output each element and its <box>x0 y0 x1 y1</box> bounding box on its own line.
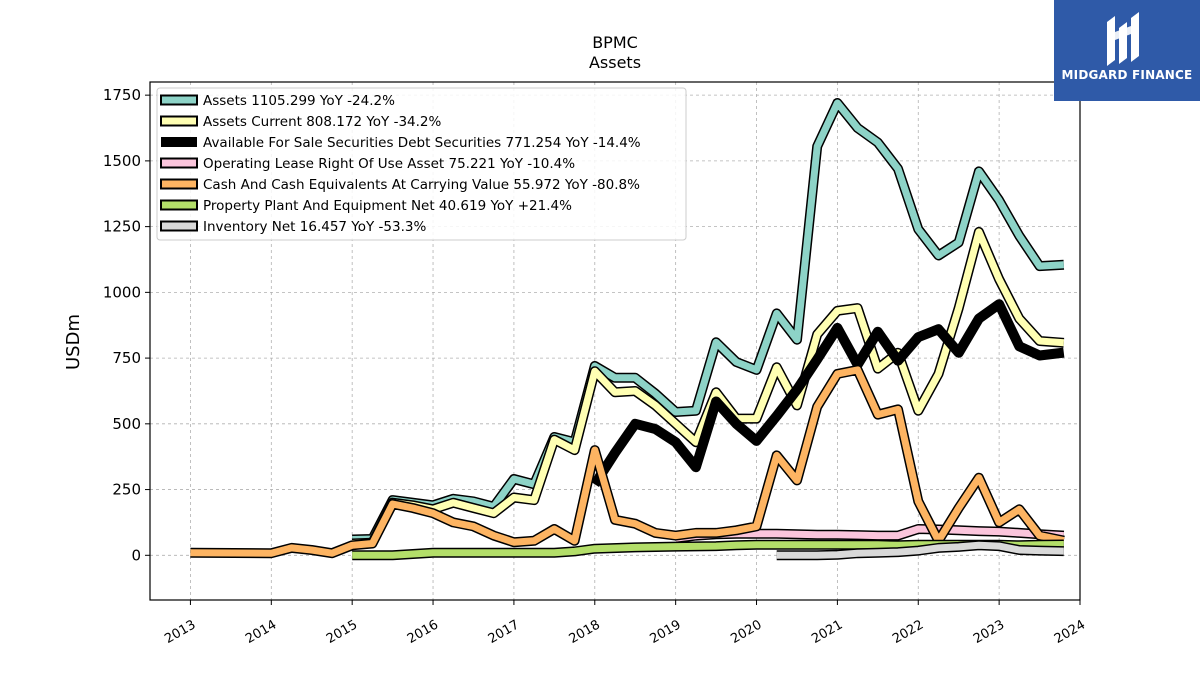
y-tick-label: 1750 <box>103 86 141 104</box>
x-tick-label: 2014 <box>243 617 279 647</box>
y-tick-label: 0 <box>131 546 141 564</box>
legend-swatch <box>160 115 198 127</box>
chart-subtitle: Assets <box>589 53 641 72</box>
legend-item: Assets Current 808.172 YoY -34.2% <box>160 114 442 130</box>
plot-frame <box>149 81 1081 601</box>
y-tick-label: 1250 <box>103 218 141 236</box>
series-0 <box>352 98 1065 545</box>
x-tick-label: 2019 <box>647 617 683 647</box>
y-tick-label: 750 <box>112 349 141 367</box>
y-tick-label: 250 <box>112 481 141 499</box>
x-tick-label: 2017 <box>486 617 522 647</box>
y-axis-ticks: 0 250 500 750 1000 1250 1500 1750 <box>103 86 150 564</box>
y-tick-label: 500 <box>112 415 141 433</box>
y-tick-label: 1500 <box>103 152 141 170</box>
legend-box <box>156 87 687 241</box>
x-tick-label: 2024 <box>1052 617 1088 647</box>
x-tick-label: 2018 <box>567 617 603 647</box>
series-line <box>776 541 1064 559</box>
logo-mark-icon <box>1107 12 1139 66</box>
legend-swatch <box>160 157 198 169</box>
legend-swatch <box>160 94 198 106</box>
legend-swatch <box>160 178 198 190</box>
x-tick-label: 2016 <box>405 617 441 647</box>
x-tick-label: 2022 <box>890 617 926 647</box>
logo-text: MIDGARD FINANCE <box>1061 68 1193 82</box>
legend-label: Inventory Net 16.457 YoY -53.3% <box>203 219 426 235</box>
legend: Assets 1105.299 YoY -24.2% Assets Current… <box>156 87 687 241</box>
series-2 <box>590 299 1065 487</box>
legend-swatch <box>160 199 198 211</box>
x-tick-label: 2020 <box>728 617 764 647</box>
series-4 <box>190 364 1065 559</box>
legend-label: Assets Current 808.172 YoY -34.2% <box>203 114 442 130</box>
x-tick-label: 2023 <box>971 617 1007 647</box>
series-line <box>590 299 1065 487</box>
legend-item: Operating Lease Right Of Use Asset 75.22… <box>160 156 575 172</box>
legend-swatch <box>161 137 197 147</box>
series-1 <box>352 226 1065 549</box>
series-line <box>190 366 1065 557</box>
legend-item: Available For Sale Securities Debt Secur… <box>161 135 641 151</box>
series-lines <box>190 98 1065 561</box>
legend-label: Cash And Cash Equivalents At Carrying Va… <box>203 177 640 193</box>
x-tick-label: 2015 <box>324 617 360 647</box>
x-axis-ticks: 2013 2014 2015 2016 2017 2018 2019 2020 2021 2022… <box>162 600 1088 647</box>
legend-item: Assets 1105.299 YoY -24.2% <box>160 93 395 109</box>
y-axis-label: USDm <box>63 314 84 370</box>
chart-title: BPMC <box>592 33 638 52</box>
legend-item: Inventory Net 16.457 YoY -53.3% <box>160 219 426 235</box>
legend-label: Available For Sale Securities Debt Secur… <box>203 135 641 151</box>
y-tick-label: 1000 <box>103 283 141 301</box>
x-tick-label: 2013 <box>162 617 198 647</box>
series-line <box>352 228 1065 547</box>
legend-item: Cash And Cash Equivalents At Carrying Va… <box>160 177 640 193</box>
series-6 <box>776 540 1064 561</box>
x-tick-label: 2021 <box>809 617 845 647</box>
midgard-finance-logo: MIDGARD FINANCE <box>1054 0 1200 101</box>
legend-item: Property Plant And Equipment Net 40.619 … <box>160 198 572 214</box>
series-line <box>352 99 1065 543</box>
legend-swatch <box>160 220 198 232</box>
legend-label: Operating Lease Right Of Use Asset 75.22… <box>203 156 575 172</box>
legend-label: Property Plant And Equipment Net 40.619 … <box>203 198 572 214</box>
legend-label: Assets 1105.299 YoY -24.2% <box>203 93 395 109</box>
